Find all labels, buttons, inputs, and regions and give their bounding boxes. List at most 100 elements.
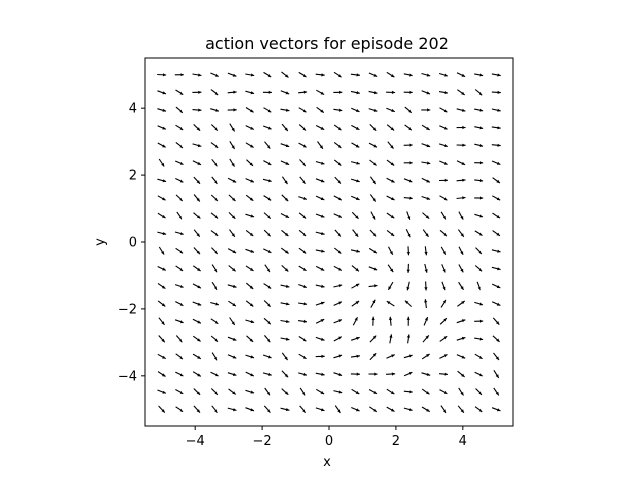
arrow-head [214,409,218,413]
arrow [421,108,431,112]
arrow [298,71,307,78]
arrow [369,124,377,132]
arrow [474,126,484,130]
arrow [228,300,237,307]
arrow [280,337,290,341]
arrow-head [286,302,290,306]
arrow-head [356,249,360,253]
arrow-head [321,284,325,288]
arrow-head [497,249,501,253]
arrow-head [478,91,483,96]
arrow-head [197,338,201,342]
arrow-head [285,284,290,288]
arrow [227,108,237,112]
arrow-head [442,269,446,273]
arrow-head [196,215,201,219]
arrow [228,194,236,202]
arrow [351,124,360,131]
arrow [245,371,255,377]
arrow-head [179,390,184,394]
arrow-head [443,318,447,322]
arrow [474,337,484,341]
arrow-head [372,335,377,339]
arrow [245,407,255,412]
arrow [474,353,483,360]
arrow-head [196,233,200,237]
arrow-head [320,126,325,130]
arrow-head [232,250,237,253]
arrow-head [161,373,166,377]
arrow [175,194,184,202]
arrow [299,387,306,396]
arrow [280,247,289,254]
arrow-head [409,73,413,77]
arrow [456,354,466,359]
arrow [403,161,413,165]
arrow [192,108,202,112]
arrow-head [179,373,184,377]
arrow-head [231,233,235,237]
arrow [440,211,447,220]
arrow [298,319,308,323]
arrow-head [479,73,484,77]
arrow-head [355,215,359,219]
arrow-head [197,161,201,165]
arrow [403,196,413,200]
arrow [424,299,428,309]
arrow-head [267,215,271,219]
arrow [262,372,272,376]
arrow [350,249,360,253]
arrow-head [409,390,413,394]
arrow [474,178,484,183]
arrow [245,213,255,218]
arrow [157,300,166,307]
arrow [157,266,167,271]
arrow [386,354,395,359]
arrow-head [372,353,377,357]
arrow-head [390,215,395,219]
arrow-head [197,267,201,271]
arrow [438,372,448,376]
arrow [334,176,342,184]
arrow-head [267,109,272,113]
arrow-head [196,127,201,131]
arrow [368,284,378,288]
arrow-head [404,300,409,304]
arrow-head [355,301,360,305]
arrow [210,371,219,377]
arrow-head [374,91,378,95]
arrow [280,407,290,412]
arrow [421,177,431,183]
arrow-head [302,109,307,113]
arrow [351,283,360,289]
arrow-head [372,180,376,184]
arrow-head [460,251,464,255]
arrow [211,247,219,255]
arrow [175,389,184,395]
arrow-head [391,197,395,200]
arrow-head [424,317,428,321]
arrow [210,335,219,343]
arrow-head [408,109,412,113]
arrow [299,176,306,185]
arrow-head [409,161,413,165]
arrow-head [302,355,307,359]
arrow [263,283,272,289]
arrow [350,161,360,165]
arrow-head [497,90,501,94]
arrow-head [373,108,378,112]
arrow [263,335,271,343]
arrow [333,141,342,149]
arrow-head [320,391,325,394]
arrow-head [477,286,481,291]
arrow [423,316,429,326]
arrow-head [408,372,413,375]
arrow-head [284,373,289,378]
arrow-head [338,319,342,323]
arrow [369,194,377,202]
arrow-head [302,74,307,77]
arrow-head [214,180,218,184]
arrow-head [444,126,448,130]
arrow-head [250,109,254,113]
arrow [422,229,429,238]
